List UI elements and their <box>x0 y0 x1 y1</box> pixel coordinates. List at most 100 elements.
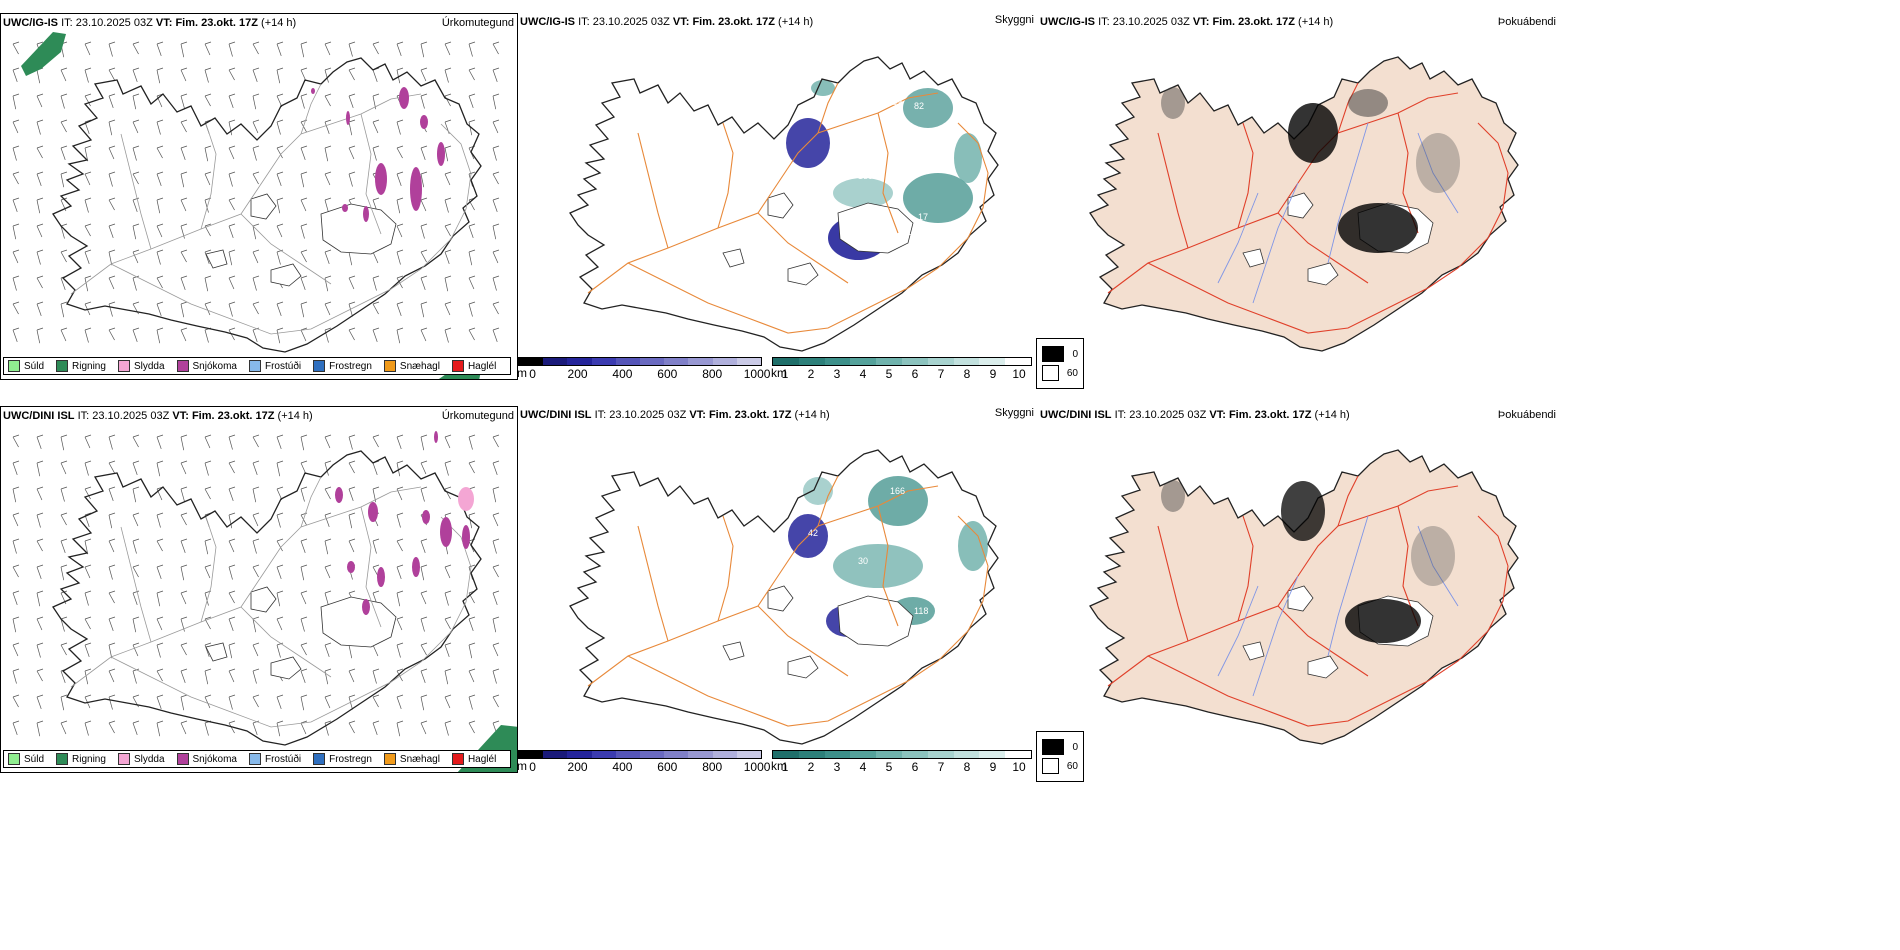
wind-barb-flag <box>156 223 164 227</box>
precip-panel-bottom: UWC/DINI ISL IT: 23.10.2025 03Z VT: Fim.… <box>0 406 518 773</box>
wind-barb-flag <box>444 434 452 438</box>
wind-barb <box>252 69 258 82</box>
wind-barb-flag <box>36 694 44 698</box>
wind-barb-flag <box>444 41 452 45</box>
wind-barb <box>420 147 426 160</box>
wind-barb-flag <box>444 694 452 698</box>
wind-barb-flag <box>444 327 452 331</box>
wind-barb <box>420 173 425 188</box>
wind-barb <box>180 566 185 581</box>
wind-barb-flag <box>156 590 164 594</box>
wind-barb <box>372 147 377 161</box>
wind-barb-flag <box>228 275 236 279</box>
wind-barb <box>468 514 473 529</box>
legend-label: Frostúði <box>264 753 302 765</box>
wind-barb-flag <box>12 249 20 253</box>
wind-barb <box>156 251 161 265</box>
iceland-coastline <box>52 450 482 746</box>
wind-barb <box>132 722 138 735</box>
wind-barb <box>12 225 17 240</box>
wind-barb-flag <box>156 301 164 305</box>
wind-barb-flag <box>420 486 428 490</box>
wind-barb <box>348 147 355 160</box>
wind-barb <box>324 95 331 107</box>
colorbar-gradient <box>518 357 762 366</box>
wind-barb <box>36 436 42 449</box>
wind-barb <box>252 670 257 684</box>
wind-barb-flag <box>84 720 92 724</box>
wind-barb <box>420 303 425 318</box>
wind-barb <box>276 488 283 501</box>
wind-barb-flag <box>444 301 452 305</box>
wind-barb-flag <box>60 642 68 646</box>
wind-barb <box>324 592 329 606</box>
cloud-map-bottom: 166 21 92 30 118 18 42 <box>569 449 999 745</box>
wind-barb <box>444 670 449 685</box>
wind-barb-flag <box>492 223 500 227</box>
colorbar-unit: km <box>771 759 787 773</box>
legend-item: Snjókoma <box>176 753 237 765</box>
wind-barb-flag <box>108 668 116 672</box>
wind-barb <box>156 722 161 737</box>
wind-barb <box>252 173 259 185</box>
wind-barb <box>492 488 497 503</box>
wind-barb-flag <box>132 642 140 646</box>
wind-barb-flag <box>276 41 284 45</box>
wind-barb-flag <box>156 694 164 698</box>
wind-barb-flag <box>84 93 92 97</box>
wind-barb-flag <box>492 590 500 594</box>
wind-barb-flag <box>300 41 308 45</box>
wind-barb-flag <box>420 668 428 672</box>
snow-areas <box>311 87 445 222</box>
wind-barb <box>396 173 402 186</box>
wind-barb <box>84 329 89 343</box>
wind-barb <box>300 644 307 656</box>
wind-barb-flag <box>36 460 44 464</box>
wind-barb-flag <box>36 249 44 253</box>
wind-barb <box>228 121 233 136</box>
colorbar-tick: 200 <box>567 760 588 774</box>
wind-barb <box>132 436 139 448</box>
visibility-km-colorbar: km 1 2 3 4 5 6 7 8 9 10 <box>771 750 1032 774</box>
wind-barb-flag <box>444 486 452 490</box>
wind-barb-flag <box>108 616 116 620</box>
wind-barb <box>300 43 305 58</box>
wind-barb-flag <box>204 642 212 646</box>
wind-barb <box>492 69 498 82</box>
wind-barb <box>396 566 402 579</box>
wind-barb-flag <box>276 486 284 490</box>
wind-barb-flag <box>180 512 188 516</box>
wind-barb <box>204 618 211 630</box>
wind-barb <box>228 225 234 238</box>
wind-barb-flag <box>108 171 116 175</box>
legend-swatch <box>248 753 261 765</box>
wind-barb-flag <box>36 41 44 45</box>
wind-barb-flag <box>180 642 188 646</box>
colorbar-tick: 2 <box>807 367 815 381</box>
wind-barb-flag <box>156 720 164 724</box>
wind-barb <box>180 592 187 605</box>
wind-barb-flag <box>84 145 92 149</box>
wind-barb-flag <box>324 41 332 45</box>
wind-barb-flag <box>324 249 332 253</box>
wind-barb-flag <box>300 486 308 490</box>
wind-barb-flag <box>132 223 140 227</box>
wind-barb-flag <box>468 93 476 97</box>
wind-barb-flag <box>348 694 356 698</box>
wind-barb <box>300 592 307 605</box>
wind-barb <box>444 722 449 736</box>
wind-barb-flag <box>396 460 404 464</box>
colorbar-tick: 6 <box>911 367 919 381</box>
wind-barb <box>324 43 331 56</box>
wind-barb <box>396 329 401 344</box>
wind-barb <box>60 251 67 263</box>
wind-barb <box>12 670 17 684</box>
wind-barb <box>108 644 113 659</box>
wind-barb <box>468 670 475 683</box>
wind-barb-flag <box>60 434 68 438</box>
wind-barb-flag <box>372 301 380 305</box>
wind-barb <box>36 251 41 265</box>
wind-barb-flag <box>324 564 332 568</box>
wind-barb-flag <box>444 119 452 123</box>
wind-barb-flag <box>156 197 164 201</box>
